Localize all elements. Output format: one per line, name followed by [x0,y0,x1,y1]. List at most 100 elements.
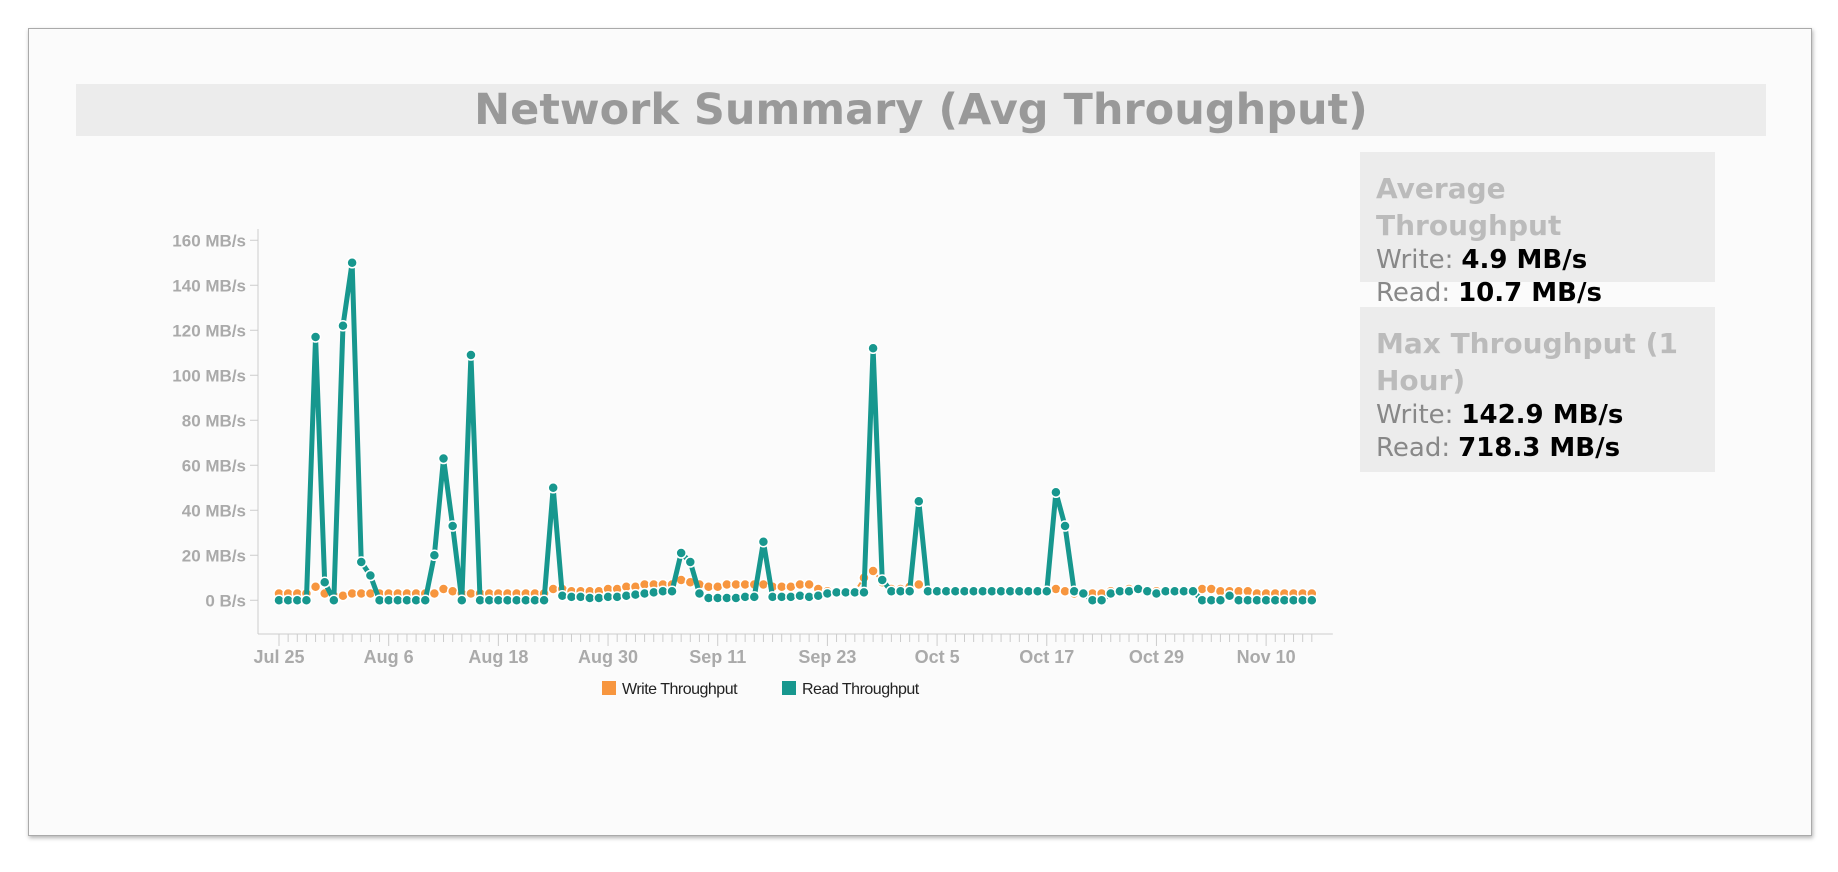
data-point [556,590,569,602]
stat-label: Write: [1376,400,1454,430]
data-point [456,594,468,606]
stat-value: 4.9 MB/s [1461,245,1588,275]
x-tick-label: Nov 10 [1237,647,1296,667]
stat-label: Read: [1376,433,1451,463]
y-tick-label: 60 MB/s [182,456,246,475]
data-point [1223,590,1236,602]
y-tick-label: 40 MB/s [182,501,246,520]
data-point [318,576,331,588]
stat-row: Write: 4.9 MB/s [1376,244,1699,277]
data-point [428,549,441,561]
stat-row: Read: 718.3 MB/s [1376,432,1699,465]
stat-title: Average Throughput [1376,172,1562,242]
data-point [364,569,377,582]
title: Network Summary (Avg Throughput) [474,85,1368,135]
data-point [593,592,605,604]
stat-label: Read: [1376,278,1451,308]
y-tick-label: 80 MB/s [182,411,246,430]
data-point [913,495,925,507]
data-point [675,547,687,559]
data-point [309,331,322,343]
data-point [794,590,806,602]
title-bar: Network Summary (Avg Throughput) [76,84,1766,136]
data-point [785,581,797,593]
data-point [1141,585,1154,597]
data-point [574,591,587,603]
data-point [803,578,815,591]
data-point [730,592,742,604]
data-point [629,588,642,601]
data-point [419,594,431,606]
data-point [1205,583,1218,595]
data-point [748,591,761,603]
x-tick-label: Oct 17 [1019,647,1074,667]
stat-value: 10.7 MB/s [1458,278,1602,308]
data-point [309,581,322,593]
y-tick-label: 100 MB/s [172,366,246,385]
data-point [1050,486,1062,498]
stat-value: 142.9 MB/s [1461,400,1624,430]
x-tick-label: Sep 11 [689,647,746,667]
data-point [1041,585,1053,597]
data-point [638,587,651,600]
data-point [647,586,660,599]
data-point [913,578,925,591]
data-point [858,586,870,599]
panel: Network Summary (Avg Throughput) Average… [28,28,1812,836]
data-point [803,591,815,603]
stat-box: Average Throughput Write: 4.9 MB/s Read: 1… [1360,152,1715,308]
x-tick-label: Oct 5 [915,647,960,667]
data-point [446,585,459,597]
data-point [785,591,797,603]
data-point [711,581,724,593]
data-point [1214,594,1227,606]
y-tick-label: 0 B/s [205,591,246,610]
data-point [684,556,697,568]
data-point [1068,585,1080,597]
stat-title: Max Throughput (1 Hour) [1376,327,1678,397]
data-point [757,578,770,591]
x-tick-label: Aug 18 [468,647,528,667]
stat-row: Write: 142.9 MB/s [1376,399,1699,432]
data-point [666,585,678,597]
data-point [757,536,770,548]
data-point [1059,520,1071,532]
data-point [1050,583,1062,595]
data-point [300,594,313,606]
data-point [821,587,834,600]
legend-swatch [602,681,616,695]
x-tick-label: Oct 29 [1129,647,1184,667]
data-point [611,591,623,603]
data-point [876,574,888,586]
x-tick-label: Jul 25 [253,647,304,667]
data-point [1306,594,1318,606]
y-tick-label: 160 MB/s [172,231,246,250]
y-tick-label: 120 MB/s [172,321,246,340]
legend-label: Write Throughput [622,681,738,698]
stat-value: 718.3 MB/s [1458,433,1621,463]
data-point [1104,587,1117,600]
x-tick-label: Aug 6 [364,647,414,667]
data-point [538,594,550,606]
data-point [620,590,633,602]
data-point [446,520,459,532]
data-point [337,320,349,332]
data-point [812,590,825,602]
y-tick-label: 20 MB/s [182,546,246,565]
data-point [1123,585,1135,597]
data-point [547,482,559,494]
data-point [903,585,916,597]
legend-label: Read Throughput [802,681,920,698]
data-point [1187,585,1199,597]
data-point [465,349,477,361]
data-point [1132,583,1144,595]
data-point [867,565,879,577]
data-point [428,587,441,600]
data-point [867,342,879,354]
data-point [1095,594,1108,606]
data-point [355,556,368,568]
data-point [437,583,450,595]
data-point [328,594,340,606]
